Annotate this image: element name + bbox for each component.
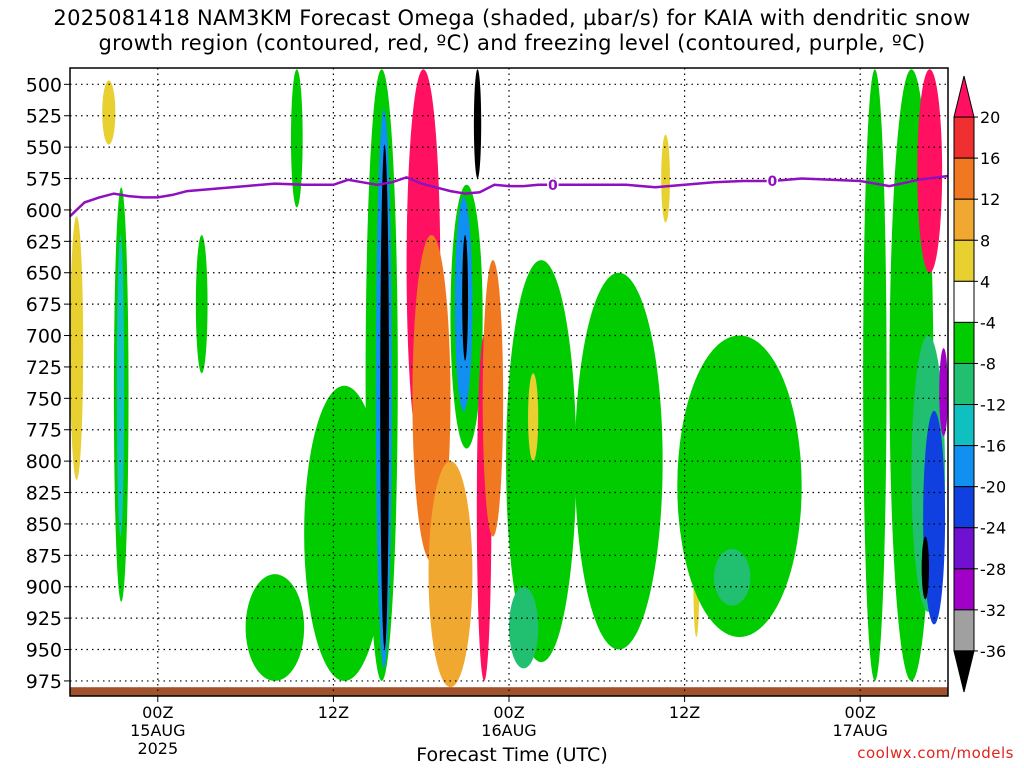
y-tick-label-500: 500 [26,74,62,96]
omega-shade-20 [506,260,577,663]
colorbar-label-6: -8 [980,354,996,373]
colorbar-label-3: 8 [980,231,990,250]
freezing-level-label-1: 0 [768,174,778,190]
freezing-level-label-0: 0 [548,178,558,194]
omega-shade-6 [245,574,305,681]
colorbar-arrow-bottom [953,650,975,693]
omega-shade-10 [380,144,390,650]
colorbar-swatch-9 [953,445,975,488]
colorbar-swatch-11 [953,527,975,570]
x-tick-label-3-0: 12Z [669,703,700,722]
colorbar-swatch-8 [953,404,975,447]
omega-shade-7 [304,385,385,681]
y-tick-label-600: 600 [26,200,62,222]
y-tick-label-725: 725 [26,357,62,379]
omega-shade-28 [863,69,887,681]
colorbar-swatch-4 [953,239,975,282]
x-tick-label-4-1: 17AUG [832,721,887,740]
x-tick-label-2-0: 00Z [493,703,524,722]
colorbar-label-4: 4 [980,272,990,291]
omega-shade-0 [102,80,116,145]
x-tick-label-0-1: 15AUG [130,721,185,740]
colorbar-label-11: -28 [980,560,1006,579]
x-axis-title: Forecast Time (UTC) [416,744,608,766]
omega-shade-17 [473,69,482,179]
colorbar-label-7: -12 [980,396,1006,415]
grid [70,68,948,696]
y-tick-label-700: 700 [26,326,62,348]
colorbar-swatch-7 [953,362,975,406]
omega-shade-22 [528,373,539,462]
colorbar-swatch-12 [953,568,975,611]
y-tick-label-825: 825 [26,483,62,505]
omega-shade-26 [677,335,802,637]
colorbar-label-5: -4 [980,313,996,332]
y-tick-label-900: 900 [26,577,62,599]
omega-shade-23 [574,272,663,650]
colorbar-label-12: -32 [980,601,1006,620]
colorbar-arrow-top [953,75,975,118]
omega-shade-21 [509,586,539,669]
y-tick-label-525: 525 [26,106,62,128]
y-axis: 500 525 550 575 600 625 650 675 700 725 750 775 800 8… [26,74,70,693]
colorbar-swatch-6 [953,321,975,364]
y-tick-label-800: 800 [26,451,62,473]
x-tick-label-0-2: 2025 [137,739,178,758]
omega-shade-33 [921,536,929,600]
colorbar-label-2: 12 [980,190,1000,209]
omega-shade-13 [428,461,473,688]
y-tick-label-575: 575 [26,169,62,191]
colorbar-label-13: -36 [980,642,1006,661]
x-tick-label-1-0: 12Z [318,703,349,722]
x-tick-label-0-0: 00Z [142,703,173,722]
colorbar-swatch-3 [953,198,975,241]
y-tick-label-675: 675 [26,294,62,316]
colorbar: 20 16 12 8 4 -4 -8 -12 -16 -20 -24 -28 -32 -36 [953,75,1006,693]
colorbar-label-1: 16 [980,149,1000,168]
y-tick-label-950: 950 [26,640,62,662]
y-tick-label-650: 650 [26,263,62,285]
y-tick-label-875: 875 [26,545,62,567]
y-tick-label-550: 550 [26,137,62,159]
colorbar-label-9: -20 [980,478,1006,497]
colorbar-swatch-2 [953,157,975,200]
omega-shade-5 [290,69,303,208]
colorbar-swatch-1 [953,116,975,159]
y-tick-label-750: 750 [26,388,62,410]
colorbar-swatch-5 [953,280,975,323]
y-tick-label-975: 975 [26,671,62,693]
omega-shade-4 [195,235,208,374]
omega-shade-1 [70,216,84,480]
y-tick-label-925: 925 [26,608,62,630]
colorbar-label-10: -24 [980,519,1006,538]
x-tick-label-4-0: 00Z [845,703,876,722]
freezing-level-line [69,174,949,218]
y-tick-label-775: 775 [26,420,62,442]
omega-shade-24 [661,134,670,223]
omega-shade-27 [713,549,751,606]
terrain-band [70,687,948,696]
credit-text: coolwx.com/models [857,744,1014,762]
omega-shade-30 [917,69,943,273]
colorbar-swatch-13 [953,609,975,652]
y-tick-label-850: 850 [26,514,62,536]
omega-shade-34 [939,348,948,437]
y-tick-label-625: 625 [26,231,62,253]
chart-title-line-1: 2025081418 NAM3KM Forecast Omega (shaded… [53,6,971,30]
chart-title-line-2: growth region (contoured, red, ºC) and f… [98,31,926,55]
colorbar-label-8: -16 [980,437,1006,456]
omega-shade-19 [482,260,504,537]
omega-shade-16 [462,235,469,361]
colorbar-swatch-10 [953,486,975,529]
colorbar-label-0: 20 [980,108,1000,127]
plot-area [70,69,948,696]
omega-shade-3 [116,235,125,537]
x-tick-label-2-1: 16AUG [481,721,536,740]
